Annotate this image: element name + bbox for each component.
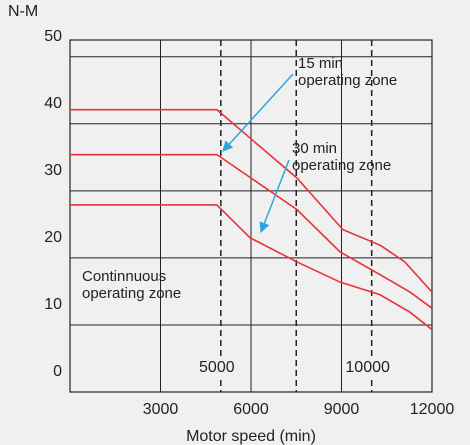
label-background [196,358,245,378]
speed-marker-label: 10000 [345,359,390,376]
label-background [347,358,396,378]
x-tick-label: 12000 [410,401,455,418]
torque-curve [70,108,433,293]
y-tick-label: 40 [44,95,62,112]
annotation: operating zone [82,285,181,302]
y-tick-label: 50 [44,28,62,45]
annotation: operating zone [298,72,397,89]
y-tick-label: 0 [53,363,62,380]
torque-curve [70,153,433,309]
y-tick-label: 10 [44,296,62,313]
x-axis-label: Motor speed (min) [186,428,316,445]
y-tick-label: 30 [44,162,62,179]
annotation: 15 min [298,55,343,72]
torque-curve [70,204,433,331]
x-tick-label: 9000 [324,401,360,418]
annotation-arrow [222,73,294,152]
y-tick-label: 20 [44,229,62,246]
annotation-arrow [259,159,290,233]
annotation: operating zone [292,157,391,174]
x-tick-label: 6000 [233,401,269,418]
x-tick-label: 3000 [143,401,179,418]
speed-marker-label: 5000 [199,359,235,376]
annotation: 30 min [292,140,337,157]
annotation: Continnuous [82,268,166,285]
y-unit: N-M [8,3,38,20]
